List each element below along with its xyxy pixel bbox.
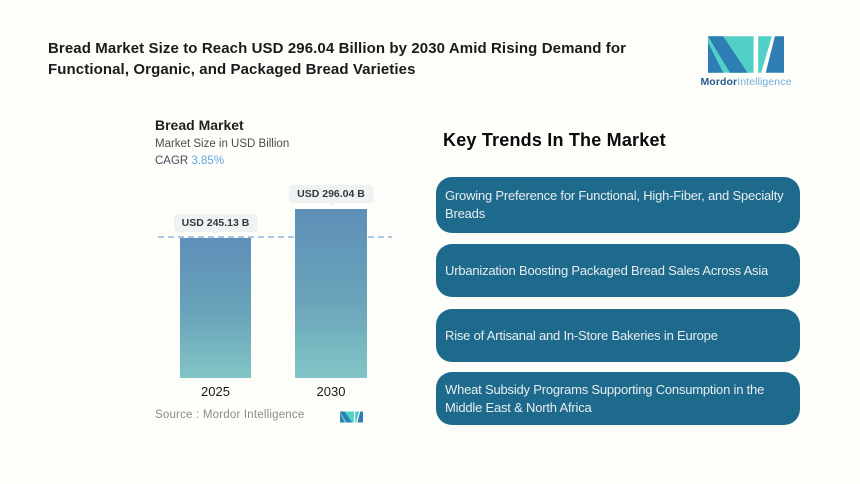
source-value: Mordor Intelligence — [202, 409, 305, 421]
x-axis-label-2030: 2030 — [316, 384, 346, 399]
page-title: Bread Market Size to Reach USD 296.04 Bi… — [48, 40, 627, 78]
trends-heading: Key Trends In The Market — [443, 130, 666, 150]
bar-2030-value-badge: USD 296.04 B — [289, 185, 373, 202]
chart-subtitle: Market Size in USD Billion — [155, 138, 290, 150]
mordor-logo-icon — [698, 36, 794, 73]
brand-logo: MordorIntelligence — [698, 36, 794, 88]
trend-card: Urbanization Boosting Packaged Bread Sal… — [436, 244, 800, 297]
trend-card-text: Growing Preference for Functional, High-… — [445, 188, 784, 221]
chart-title: Bread Market — [155, 117, 244, 133]
source-attribution: Source : Mordor Intelligence — [155, 409, 304, 421]
trend-card: Growing Preference for Functional, High-… — [436, 177, 800, 233]
trend-card-text: Rise of Artisanal and In-Store Bakeries … — [445, 327, 718, 343]
chart-cagr: CAGR 3.85% — [155, 155, 224, 167]
trend-card-text: Wheat Subsidy Programs Supporting Consum… — [445, 381, 765, 415]
source-label: Source : — [155, 409, 200, 421]
dashed-threshold-line — [158, 236, 392, 238]
mordor-mini-logo-icon — [340, 410, 363, 429]
brand-name-mordor: Mordor — [700, 76, 738, 88]
bar-2025: USD 245.13 B — [173, 214, 258, 378]
trend-card-text: Urbanization Boosting Packaged Bread Sal… — [445, 262, 769, 278]
bar-2030: USD 296.04 B — [289, 185, 373, 378]
cagr-label: CAGR — [155, 155, 189, 167]
trend-card: Wheat Subsidy Programs Supporting Consum… — [436, 372, 800, 425]
x-axis-label-2025: 2025 — [201, 384, 230, 399]
cagr-value: 3.85% — [191, 155, 225, 167]
trend-card: Rise of Artisanal and In-Store Bakeries … — [436, 309, 800, 362]
brand-name: MordorIntelligence — [698, 76, 794, 88]
brand-name-intelligence: Intelligence — [737, 76, 792, 88]
bar-2025-value-badge: USD 245.13 B — [173, 214, 258, 231]
